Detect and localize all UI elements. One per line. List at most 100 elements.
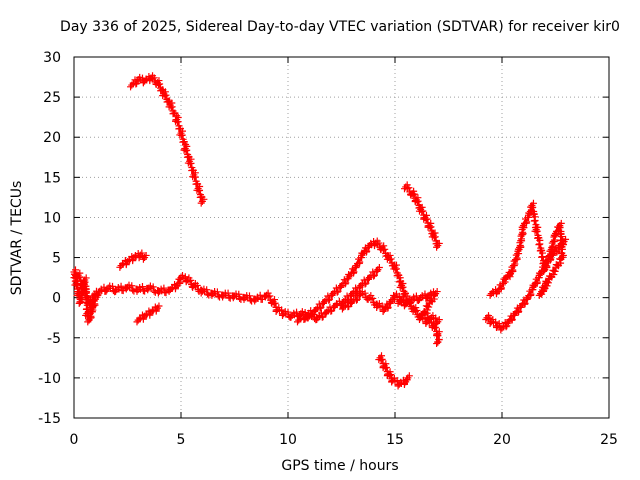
data-point-marker <box>401 380 408 388</box>
data-point-marker <box>279 311 287 319</box>
data-point-marker <box>361 280 369 288</box>
data-point-marker <box>71 270 79 278</box>
data-point-marker <box>544 276 552 284</box>
series-arc-evening-mid <box>394 288 443 327</box>
x-tick-label: 15 <box>386 432 404 448</box>
data-point-marker <box>432 323 440 331</box>
data-point-marker <box>405 372 413 380</box>
y-tick-label: -5 <box>47 331 61 347</box>
data-point-marker <box>405 184 413 192</box>
data-point-marker <box>533 227 541 235</box>
data-point-marker <box>82 292 90 300</box>
data-point-marker <box>236 294 244 302</box>
data-point-marker <box>197 289 205 297</box>
data-point-marker <box>74 277 82 285</box>
data-point-marker <box>76 273 84 281</box>
data-point-marker <box>122 259 130 267</box>
data-point-marker <box>426 299 434 307</box>
data-point-marker <box>375 263 383 271</box>
data-point-marker <box>82 274 90 282</box>
data-point-marker <box>82 288 90 296</box>
data-point-marker <box>369 268 377 276</box>
data-point-marker <box>149 283 157 291</box>
data-point-marker <box>214 292 222 300</box>
data-point-marker <box>513 254 521 262</box>
data-point-marker <box>229 294 237 302</box>
y-tick-label: -15 <box>38 411 61 427</box>
series-arc-night-cluster <box>482 235 570 334</box>
data-point-marker <box>235 290 243 298</box>
data-point-marker <box>435 328 443 336</box>
data-point-marker <box>384 303 392 311</box>
data-point-marker <box>193 281 201 289</box>
data-point-marker <box>156 80 164 88</box>
data-point-marker <box>535 291 543 299</box>
data-point-marker <box>152 306 160 314</box>
data-point-marker <box>419 207 427 215</box>
data-point-marker <box>556 255 564 263</box>
data-point-marker <box>103 286 111 294</box>
data-point-marker <box>197 199 205 207</box>
data-point-marker <box>527 290 535 298</box>
data-point-marker <box>435 239 443 247</box>
data-point-marker <box>557 236 565 244</box>
x-tick-label: 5 <box>177 432 186 448</box>
data-point-marker <box>529 199 537 207</box>
data-point-marker <box>558 245 566 253</box>
data-point-marker <box>81 285 89 293</box>
data-point-marker <box>168 103 176 111</box>
data-point-marker <box>511 260 519 268</box>
data-point-marker <box>558 233 566 241</box>
data-point-marker <box>245 292 253 300</box>
data-point-marker <box>84 318 92 326</box>
data-point-marker <box>82 298 90 306</box>
data-point-marker <box>502 323 510 331</box>
data-point-marker <box>178 131 186 139</box>
data-point-marker <box>326 295 334 303</box>
data-point-marker <box>373 267 381 275</box>
data-point-marker <box>363 247 371 255</box>
x-tick-label: 10 <box>279 432 297 448</box>
series-arc-night-spikes <box>486 199 567 299</box>
x-tick-label: 20 <box>493 432 511 448</box>
data-point-marker <box>138 283 146 291</box>
data-point-marker <box>219 293 227 301</box>
data-point-marker <box>435 336 443 344</box>
data-point-marker <box>334 287 342 295</box>
data-point-marker <box>423 309 431 317</box>
data-point-marker <box>353 295 361 303</box>
y-tick-label: 0 <box>52 291 61 307</box>
data-point-marker <box>552 263 560 271</box>
data-point-marker <box>332 284 340 292</box>
data-point-marker <box>343 292 351 300</box>
data-point-marker <box>493 289 501 297</box>
data-point-marker <box>545 256 553 264</box>
data-point-marker <box>191 173 199 181</box>
data-point-marker <box>352 292 360 300</box>
data-point-marker <box>378 355 386 363</box>
data-point-marker <box>529 203 537 211</box>
data-point-marker <box>432 314 440 322</box>
data-point-marker <box>122 285 130 293</box>
data-point-marker <box>492 318 500 326</box>
data-point-marker <box>550 231 558 239</box>
data-point-marker <box>410 190 418 198</box>
data-point-marker <box>196 186 204 194</box>
data-point-marker <box>342 279 350 287</box>
data-point-marker <box>317 303 325 311</box>
data-point-marker <box>540 267 548 275</box>
data-point-marker <box>203 286 211 294</box>
data-point-marker <box>515 307 523 315</box>
axis-ticks: 0 5 10 15 20 25 -15 -10 -5 0 5 10 15 20 25 30 <box>38 50 618 448</box>
data-point-marker <box>116 263 124 271</box>
data-point-marker <box>81 278 89 286</box>
y-tick-label: 25 <box>43 90 61 106</box>
series-arc-afternoon-hump <box>294 237 443 348</box>
y-axis-label: SDTVAR / TECUs <box>9 181 25 296</box>
data-point-marker <box>370 272 378 280</box>
data-point-marker <box>497 284 505 292</box>
data-point-marker <box>90 297 98 305</box>
plot-frame <box>73 56 610 419</box>
series-arc-morning-rise <box>116 249 150 271</box>
